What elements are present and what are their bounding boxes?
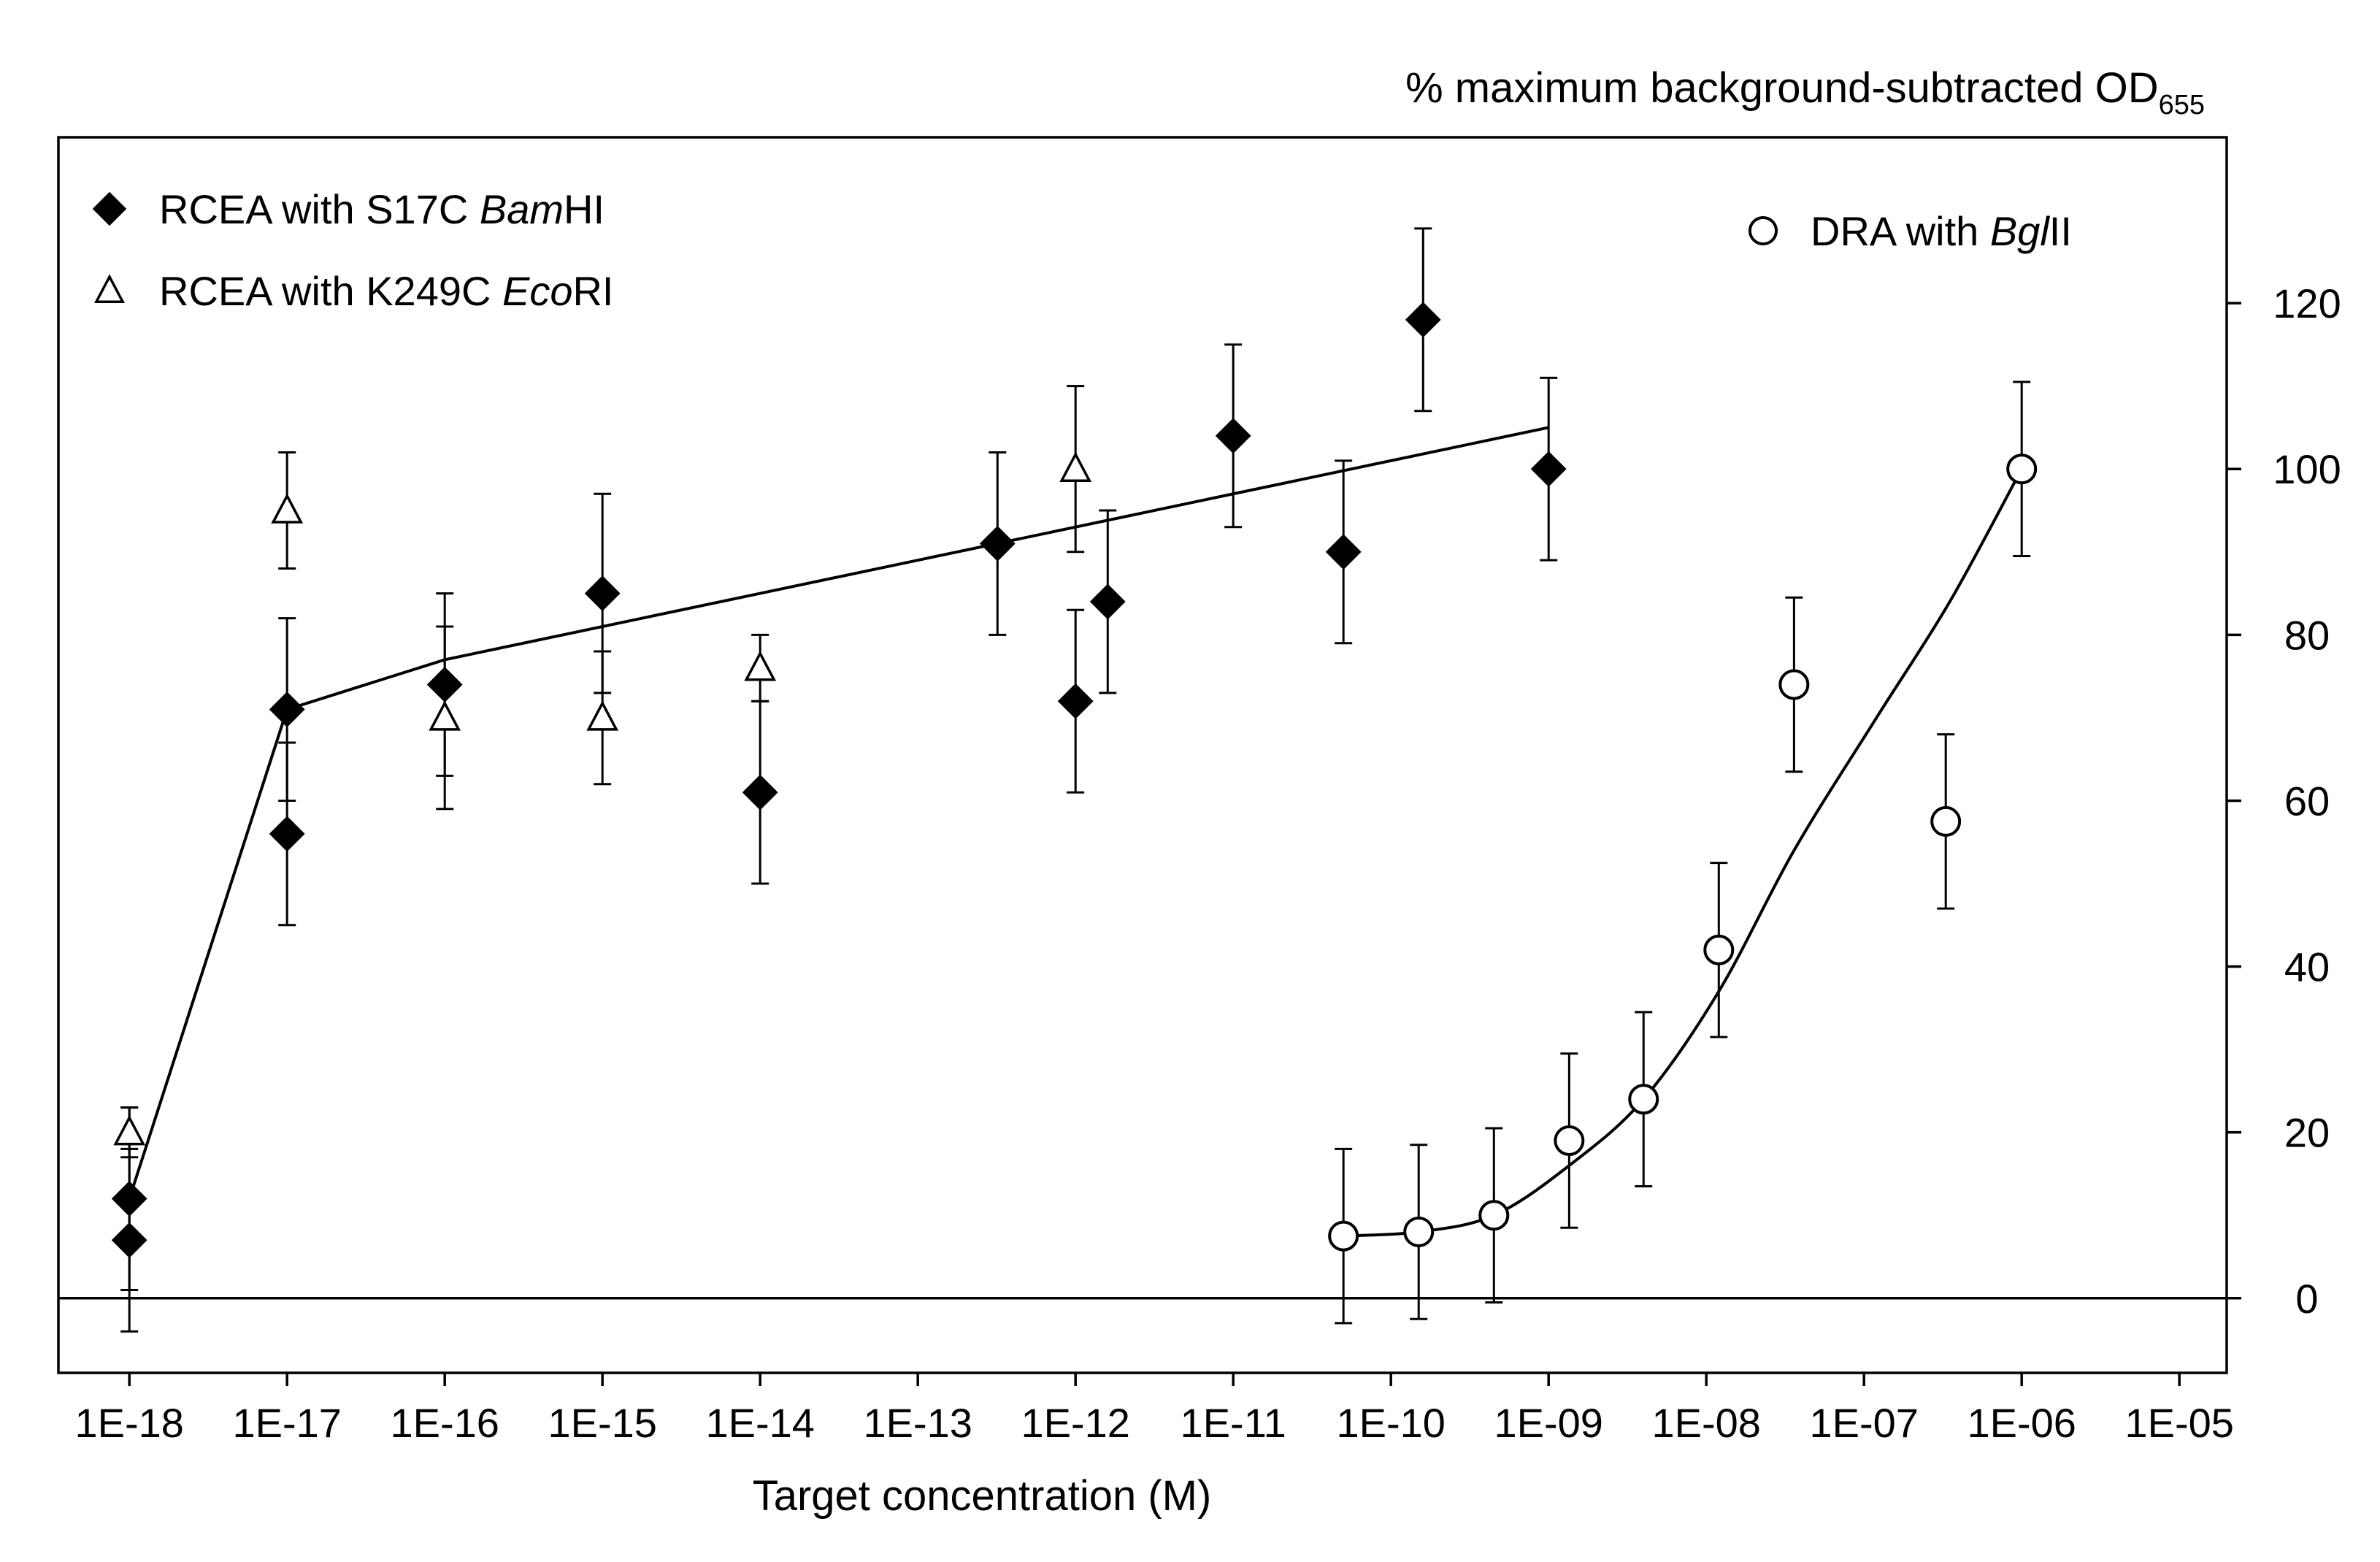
x-tick-label: 1E-13 <box>863 1400 972 1446</box>
y-tick-label: 40 <box>2284 944 2330 990</box>
data-point-diamond-filled <box>111 1181 147 1217</box>
legend-marker <box>1748 215 1778 246</box>
data-point-diamond-filled <box>1215 418 1251 454</box>
x-tick-label: 1E-06 <box>1967 1400 2076 1446</box>
x-axis-label: Target concentration (M) <box>753 1472 1212 1520</box>
x-tick-label: 1E-18 <box>74 1400 183 1446</box>
data-point-circle-open <box>1703 934 1735 965</box>
data-point-diamond-filled <box>1530 451 1567 487</box>
data-point-diamond-filled <box>1325 534 1362 570</box>
data-point-diamond-filled <box>111 1222 147 1258</box>
x-tick-label: 1E-15 <box>548 1400 656 1446</box>
legend-label-suffix: RI <box>572 268 613 314</box>
y-axis-label-subscript: 655 <box>2159 90 2205 120</box>
data-point-circle-open <box>1403 1216 1435 1247</box>
x-tick-label: 1E-14 <box>705 1400 814 1446</box>
plot-frame <box>57 136 2228 1374</box>
data-point-diamond-filled <box>426 667 463 702</box>
data-point-triangle-open <box>744 651 777 681</box>
x-tick-label: 1E-07 <box>1809 1400 1918 1446</box>
legend-label: RCEA with S17C BamHI <box>159 186 604 232</box>
x-tick-label: 1E-11 <box>1181 1400 1286 1446</box>
legend-label: DRA with BglII <box>1811 208 2072 254</box>
legend-label-text: RCEA with S17C <box>159 186 480 232</box>
data-point-triangle-open <box>113 1114 146 1146</box>
x-tick-label: 1E-05 <box>2124 1400 2233 1446</box>
legend-label-suffix: HI <box>564 186 604 232</box>
x-tick-label: 1E-12 <box>1021 1400 1129 1446</box>
legend-label-italic: Eco <box>502 268 573 314</box>
legend-label-italic: Bam <box>480 186 564 232</box>
y-tick-label: 80 <box>2284 612 2330 658</box>
data-point-diamond-filled <box>979 526 1016 562</box>
fit-line <box>1343 468 2023 1238</box>
data-point-circle-open <box>1930 805 1962 837</box>
y-tick-label: 100 <box>2273 446 2341 492</box>
data-point-circle-open <box>1478 1200 1510 1231</box>
y-tick-label: 120 <box>2273 280 2341 326</box>
x-tick-label: 1E-10 <box>1336 1400 1445 1446</box>
y-tick-label: 0 <box>2295 1276 2318 1322</box>
x-tick-label: 1E-08 <box>1651 1400 1760 1446</box>
data-point-circle-open <box>1628 1084 1659 1115</box>
data-point-triangle-open <box>586 700 619 731</box>
legend-marker <box>92 191 127 226</box>
data-point-diamond-filled <box>1057 683 1094 719</box>
data-point-diamond-filled <box>1405 302 1441 338</box>
data-point-circle-open <box>1778 669 1810 700</box>
y-tick-label: 20 <box>2284 1110 2330 1156</box>
data-point-diamond-filled <box>584 575 621 611</box>
y-axis-label-main: % maximum background-subtracted OD <box>1405 64 2159 112</box>
data-point-diamond-filled <box>742 774 778 811</box>
y-axis-label: % maximum background-subtracted OD655 <box>1405 64 2205 120</box>
data-point-circle-open <box>2006 453 2038 485</box>
data-point-diamond-filled <box>1089 583 1126 620</box>
legend-marker <box>94 274 125 303</box>
legend-label-text: RCEA with K249C <box>159 268 502 314</box>
axis-ticks <box>58 302 2241 1386</box>
legend-label-text: DRA with <box>1811 208 1990 254</box>
x-tick-label: 1E-17 <box>232 1400 341 1446</box>
data-point-diamond-filled <box>269 692 305 727</box>
tick-labels: 1E-18 1E-17 1E-16 1E-15 1E-14 1E-13 1E-12 1E-11… <box>74 280 2341 1446</box>
legend-label: RCEA with K249C EcoRI <box>159 268 613 314</box>
error-bars <box>120 227 2031 1333</box>
data-point-diamond-filled <box>269 816 305 852</box>
data-point-circle-open <box>1328 1220 1359 1252</box>
data-point-triangle-open <box>271 493 304 524</box>
legend-label-suffix: II <box>2049 208 2072 254</box>
x-tick-label: 1E-16 <box>390 1400 499 1446</box>
legend-label-italic: Bgl <box>1990 208 2050 254</box>
x-tick-label: 1E-09 <box>1494 1400 1602 1446</box>
data-point-triangle-open <box>429 700 461 731</box>
markers <box>111 302 2038 1258</box>
y-tick-label: 60 <box>2284 778 2330 824</box>
data-point-circle-open <box>1554 1125 1585 1157</box>
data-point-triangle-open <box>1059 451 1092 482</box>
